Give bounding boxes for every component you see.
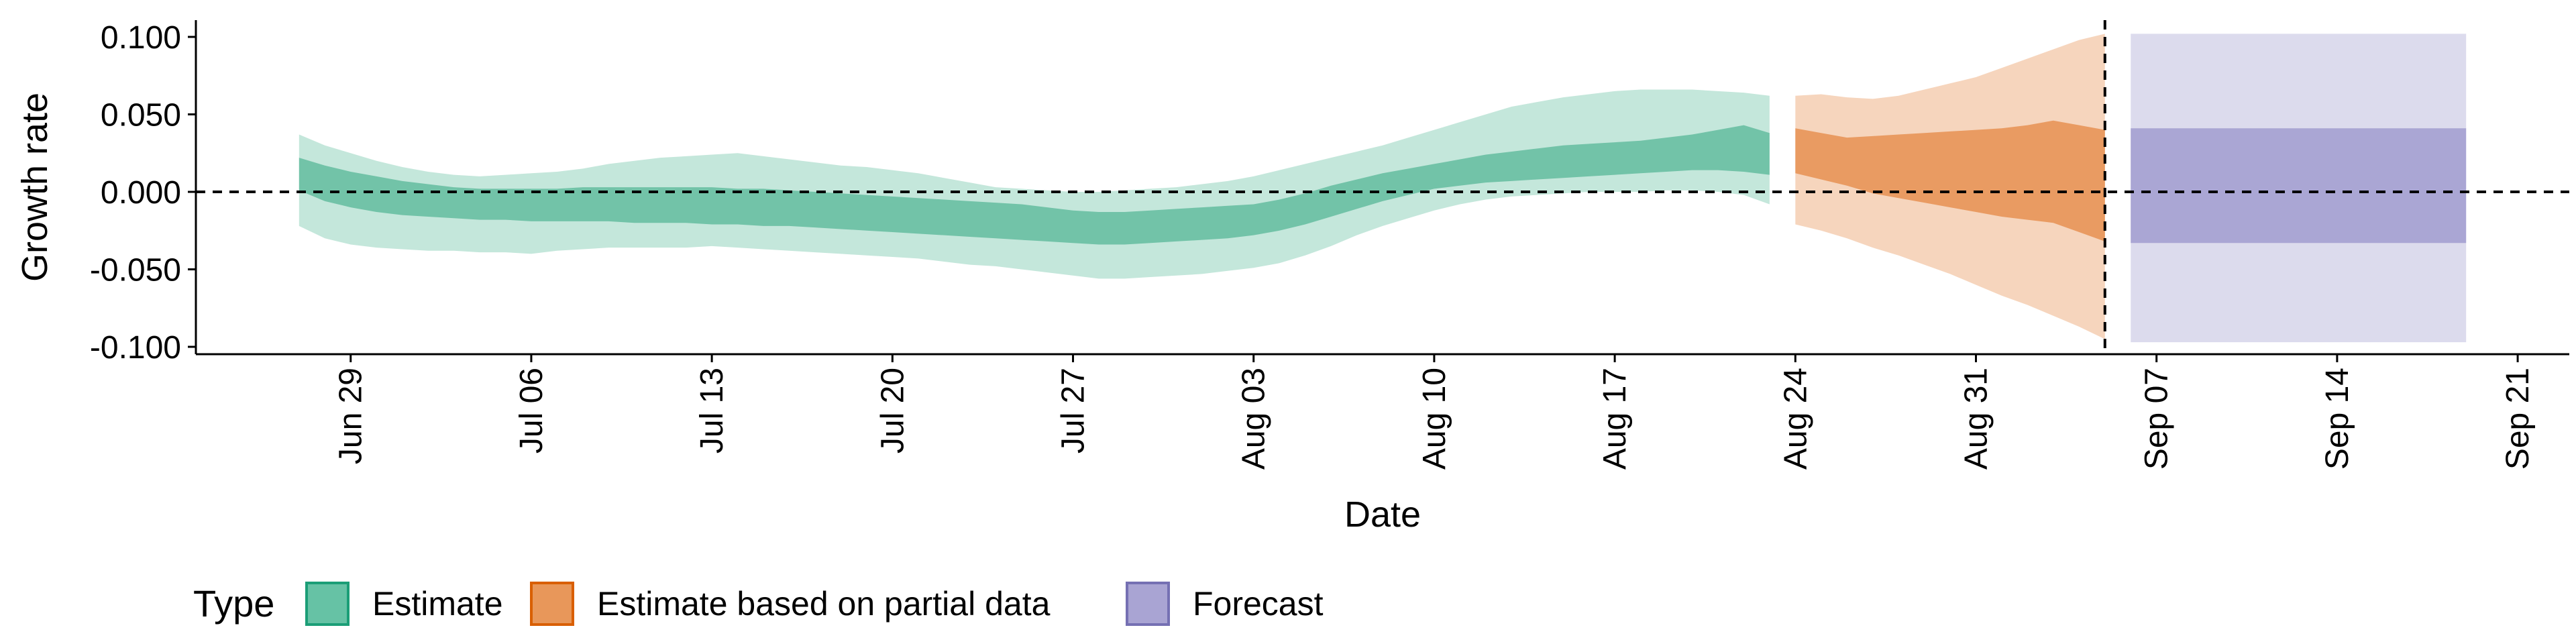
x-tick-label: Sep 07 — [2139, 368, 2175, 470]
legend-label-estimate-based-on-partial-data: Estimate based on partial data — [597, 585, 1051, 623]
x-tick-label: Jun 29 — [333, 368, 369, 464]
x-tick-label: Aug 31 — [1959, 368, 1994, 470]
x-tick-label: Sep 21 — [2500, 368, 2536, 470]
forecast-inner-band — [2131, 128, 2467, 244]
x-tick-label: Jul 13 — [694, 368, 730, 453]
legend-swatch-estimate-based-on-partial-data — [530, 582, 574, 626]
y-tick-label: 0.050 — [101, 98, 181, 133]
x-axis-title: Date — [1344, 494, 1421, 535]
x-axis-ticks: Jun 29 Jul 06 Jul 13 Jul 20 Jul 27 Aug 03 Aug … — [333, 354, 2536, 470]
estimate-outer-band — [299, 89, 1770, 279]
legend-items: Estimate Estimate based on partial data Fo… — [305, 582, 1324, 626]
y-axis-ticks: 0.100 0.050 0.000 -0.050 -0.100 — [90, 20, 196, 366]
estimate-based-on-partial-data-inner-band — [1795, 120, 2105, 241]
x-tick-label: Jul 06 — [514, 368, 549, 453]
x-tick-label: Jul 27 — [1056, 368, 1091, 453]
x-tick-label: Aug 10 — [1417, 368, 1452, 470]
y-tick-label: -0.100 — [90, 330, 181, 366]
x-tick-label: Aug 24 — [1778, 368, 1813, 470]
legend-title: Type — [193, 582, 274, 625]
x-tick-label: Aug 03 — [1236, 368, 1272, 470]
y-tick-label: 0.000 — [101, 175, 181, 211]
legend: Type Estimate Estimate based on partial d… — [193, 582, 1324, 626]
bands-layer — [299, 34, 2467, 343]
x-tick-label: Sep 14 — [2320, 368, 2355, 470]
legend-swatch-estimate — [305, 582, 350, 626]
estimate-inner-band — [299, 125, 1770, 245]
y-axis-title: Growth rate — [15, 93, 55, 282]
x-tick-label: Jul 20 — [875, 368, 910, 453]
legend-label-estimate: Estimate — [372, 585, 503, 623]
legend-label-forecast: Forecast — [1193, 585, 1324, 623]
y-tick-label: 0.100 — [101, 20, 181, 56]
x-tick-label: Aug 17 — [1597, 368, 1633, 470]
legend-swatch-forecast — [1126, 582, 1170, 626]
y-tick-label: -0.050 — [90, 253, 181, 288]
